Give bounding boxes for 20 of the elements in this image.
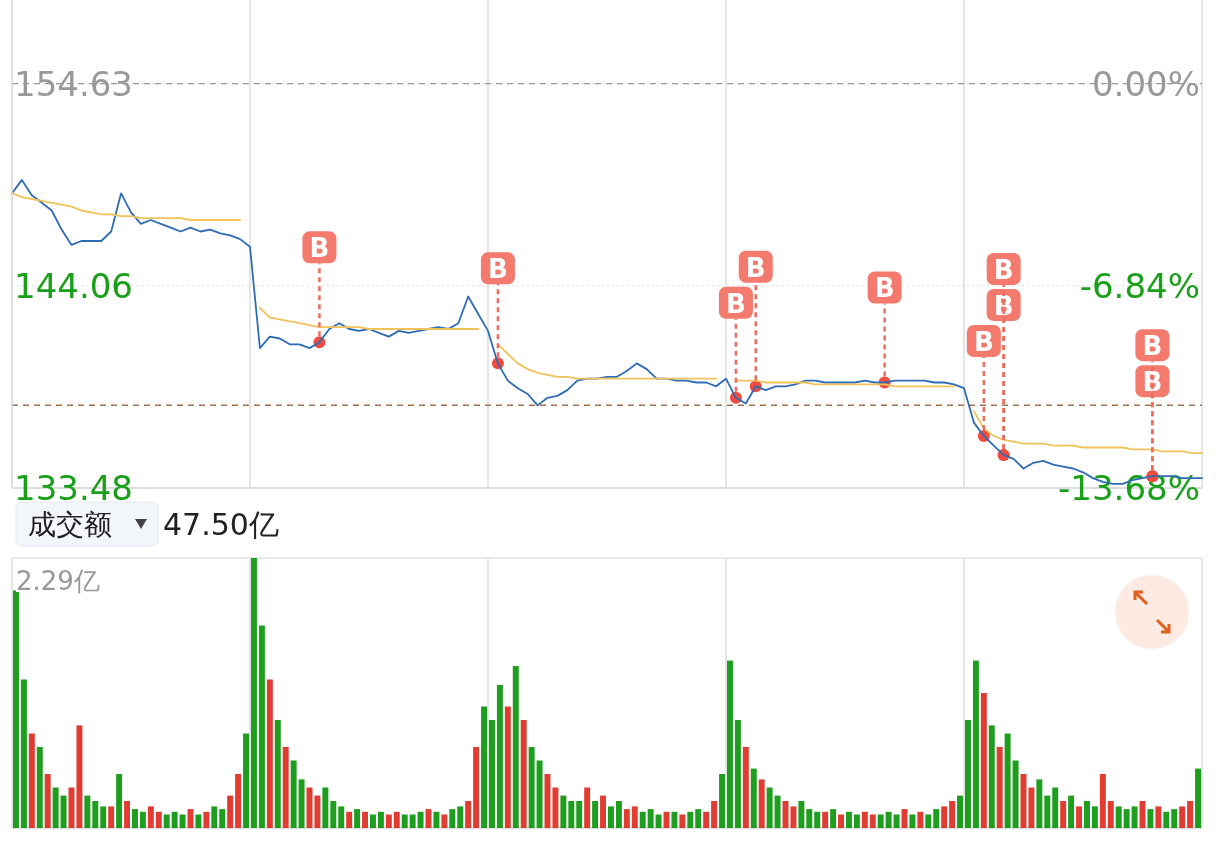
data-label: B (1142, 331, 1163, 362)
data-label: B (993, 291, 1014, 322)
data-label: B (488, 254, 508, 285)
y2-tick-label: 0.00% (1091, 63, 1200, 104)
y-tick-label: 154.63 (14, 63, 133, 104)
buy-marker-label: B (1135, 365, 1170, 471)
data-label: B (745, 252, 766, 283)
chart-title: 成交额 (28, 507, 112, 541)
data-label: B (993, 255, 1014, 286)
y-tick-label: 144.06 (14, 265, 133, 306)
chart-subtitle: 47.50亿 (163, 506, 279, 542)
data-label: B (1142, 367, 1163, 398)
buy-marker-label: B (480, 252, 515, 358)
y2-tick-label: -6.84% (1079, 265, 1200, 306)
data-label: B (874, 273, 895, 304)
data-label: B (309, 233, 330, 264)
buy-marker-label: B (867, 271, 902, 377)
buy-marker-label: B (302, 231, 337, 337)
y-tick-label: 133.48 (14, 468, 133, 508)
annotation: 2.29亿 (16, 566, 100, 596)
